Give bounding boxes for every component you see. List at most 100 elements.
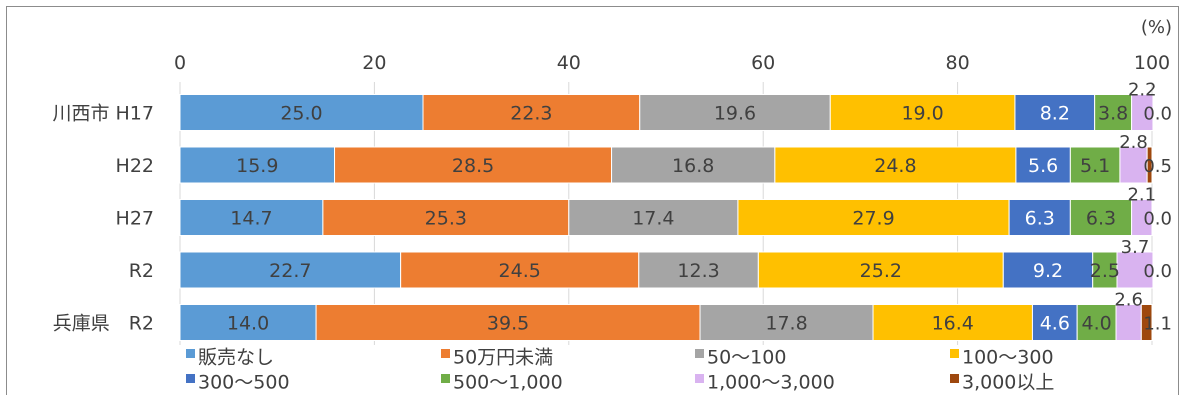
bar-segment (334, 146, 613, 184)
legend-label: 50～100 (707, 347, 786, 369)
bar-segment (1069, 199, 1133, 236)
data-label: 22.7 (269, 260, 311, 282)
category-label: R2 (129, 260, 154, 282)
category-label: 兵庫県 R2 (53, 313, 154, 335)
bar-segment (1069, 146, 1121, 184)
data-label: 0.0 (1143, 209, 1172, 230)
bar-segment (1131, 94, 1154, 131)
data-label: 17.4 (632, 208, 674, 230)
data-label: 1.1 (1143, 314, 1172, 335)
x-tick-label: 80 (946, 52, 970, 74)
bar-segment (179, 146, 336, 184)
bar-segment (1002, 251, 1094, 289)
bar-segment (639, 94, 831, 131)
data-labels: 25.0 22.3 19.6 19.0 8.2 3.82.2 0.0 15.9 28.5 16.8… (227, 80, 1172, 335)
data-label: 16.4 (932, 313, 974, 335)
data-label: 2.1 (1127, 185, 1156, 206)
bars (179, 94, 1154, 341)
legend-swatch (186, 349, 195, 358)
data-label: 14.7 (230, 208, 272, 230)
data-label: 0.0 (1143, 104, 1172, 125)
data-label: 25.0 (280, 103, 322, 125)
data-label: 3.7 (1121, 237, 1150, 258)
bar-segment (1131, 199, 1153, 236)
bar-segment (1116, 251, 1154, 289)
data-label: 3.8 (1098, 103, 1128, 125)
category-labels: 川西市 H17 H22 H27 R2 兵庫県 R2 (52, 103, 154, 335)
data-label: 2.8 (1119, 132, 1148, 153)
data-label: 24.5 (499, 260, 541, 282)
legend-label: 500～1,000 (453, 372, 563, 394)
legend-swatch (950, 349, 959, 358)
legend-label: 300～500 (198, 372, 290, 394)
data-label: 15.9 (236, 155, 278, 177)
legend-swatch (441, 374, 450, 383)
legend-swatch (186, 374, 195, 383)
bar-segment (872, 304, 1033, 341)
bar-segment (400, 251, 640, 289)
bar-segment (179, 199, 324, 236)
data-label: 19.6 (714, 103, 756, 125)
data-label: 27.9 (852, 208, 894, 230)
bar-segment (1092, 251, 1118, 289)
x-axis-ticks: 0 20 40 60 80 100 (174, 52, 1170, 74)
legend-label: 100～300 (962, 347, 1054, 369)
data-label: 5.1 (1080, 155, 1110, 177)
bar-segment (638, 251, 759, 289)
legend-label: 販売なし (198, 347, 274, 369)
bar-segment (737, 199, 1010, 236)
data-label: 25.2 (860, 260, 902, 282)
legend-swatch (950, 374, 959, 383)
data-label: 9.2 (1033, 260, 1063, 282)
bar-segment (699, 304, 874, 341)
bar-segment (774, 146, 1017, 184)
x-tick-label: 0 (174, 52, 186, 74)
x-tick-label: 20 (362, 52, 386, 74)
bar-segment (1094, 94, 1133, 131)
bar-segment (179, 94, 424, 131)
unit-label: (%) (1141, 17, 1172, 38)
data-label: 2.6 (1114, 290, 1143, 311)
bar-segment (179, 304, 317, 341)
data-label: 6.3 (1025, 208, 1055, 230)
bar-segment (1014, 94, 1096, 131)
bar-segment (1031, 304, 1078, 341)
legend-swatch (695, 349, 704, 358)
category-label: H22 (116, 155, 154, 177)
data-label: 6.3 (1086, 208, 1116, 230)
data-label: 2.5 (1090, 260, 1120, 282)
chart-frame (6, 6, 1179, 395)
data-label: 8.2 (1040, 103, 1070, 125)
data-label: 12.3 (677, 260, 719, 282)
category-label: 川西市 H17 (52, 103, 154, 125)
legend-swatch (441, 349, 450, 358)
bar-segment (422, 94, 641, 131)
category-label: H27 (116, 208, 154, 230)
data-label: 5.6 (1028, 155, 1058, 177)
data-label: 4.6 (1040, 313, 1070, 335)
x-tick-label: 100 (1134, 52, 1170, 74)
bar-segment (1115, 304, 1142, 341)
legend-label: 1,000～3,000 (707, 372, 835, 394)
data-label: 16.8 (672, 155, 714, 177)
data-label: 17.8 (765, 313, 807, 335)
data-label: 2.2 (1128, 80, 1157, 101)
bar-segment (322, 199, 570, 236)
bar-segment (1146, 146, 1153, 184)
data-label: 28.5 (452, 155, 494, 177)
data-label: 22.3 (510, 103, 552, 125)
bar-segment (829, 94, 1016, 131)
bar-segment (568, 199, 739, 236)
data-label: 4.0 (1081, 313, 1111, 335)
bar-segment (611, 146, 776, 184)
legend: 販売なし 50万円未満 50～100 100～300 300～500 500～1,000 1… (186, 347, 1054, 394)
data-label: 25.3 (425, 208, 467, 230)
bar-segment (1140, 304, 1153, 341)
data-label: 19.0 (901, 103, 943, 125)
legend-label: 3,000以上 (962, 372, 1054, 394)
x-tick-label: 60 (751, 52, 775, 74)
data-label: 14.0 (227, 313, 269, 335)
data-label: 24.8 (874, 155, 916, 177)
